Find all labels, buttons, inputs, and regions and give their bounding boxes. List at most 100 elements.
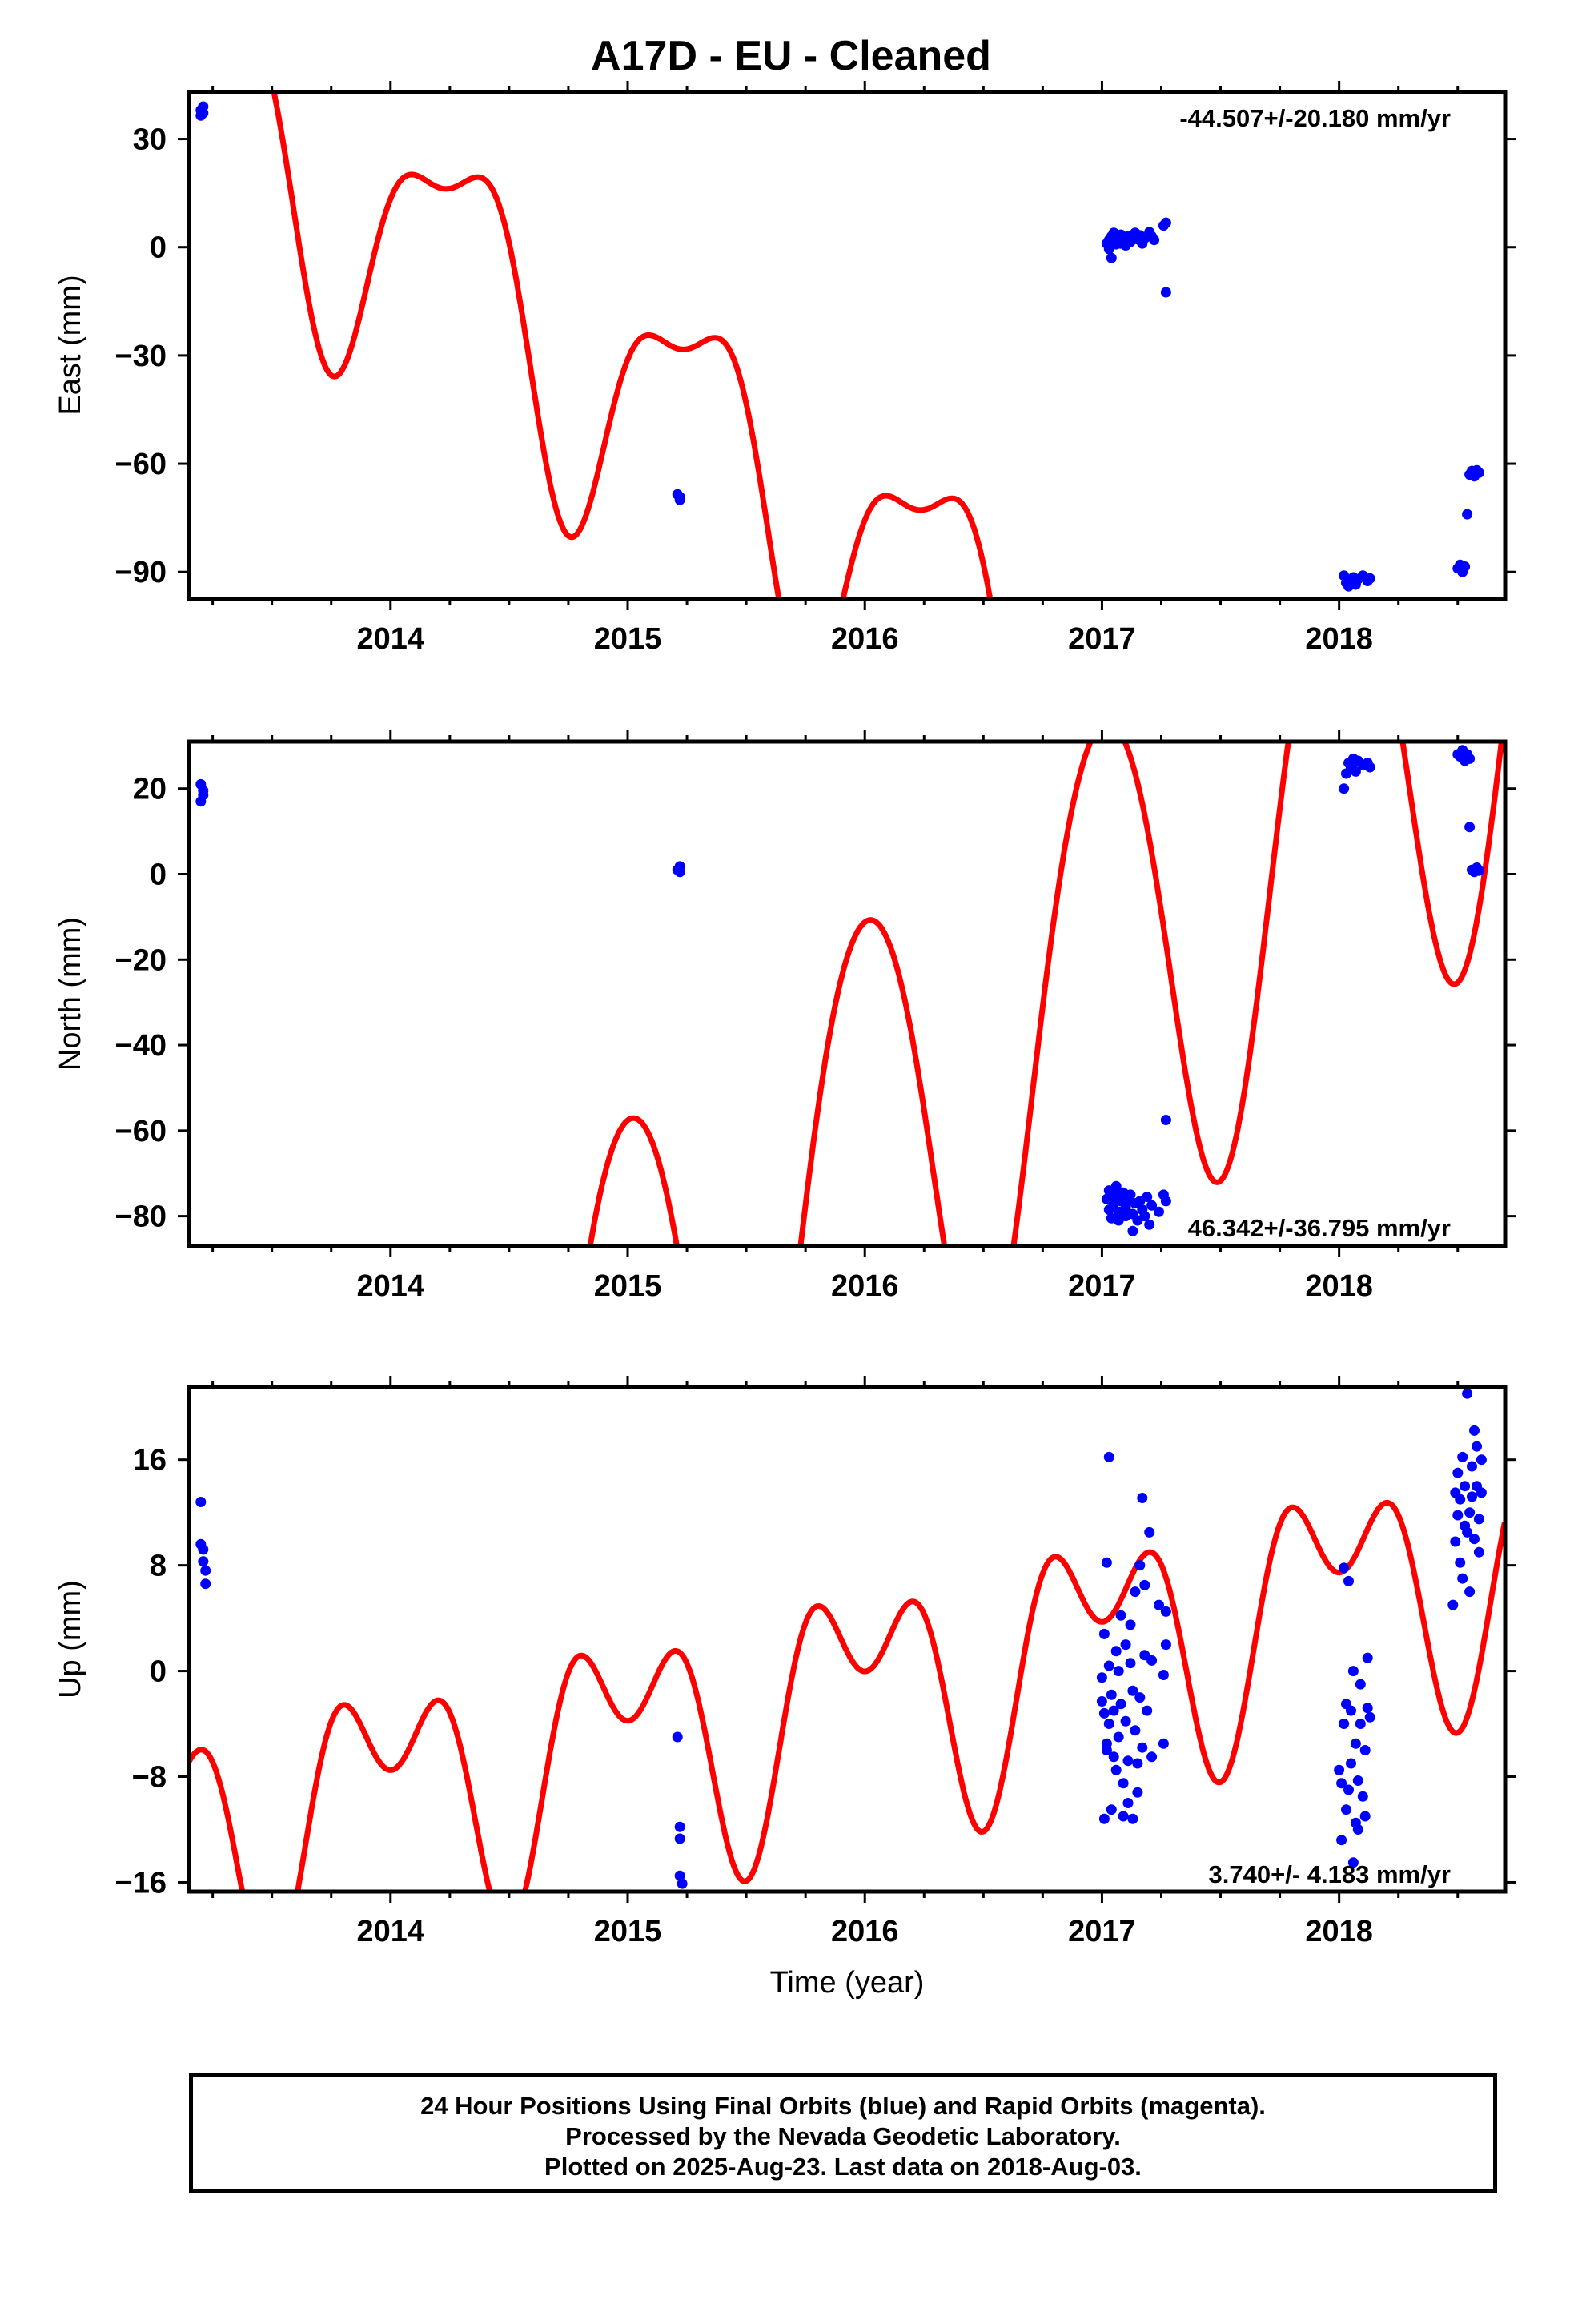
north-panel: 2014 2015 2016 2017 2018 20 0 −20 −40 −60 −80 North…	[54, 730, 1516, 1303]
up-data-point	[1098, 1628, 1110, 1639]
x-tick-label: 2014	[357, 622, 425, 656]
x-tick-label: 2017	[1068, 1915, 1136, 1948]
east-data-point	[1106, 252, 1117, 263]
y-tick-label: −40	[115, 1029, 167, 1063]
up-data-point	[1103, 1451, 1114, 1462]
up-data-point	[1110, 1646, 1122, 1657]
up-data-point	[1472, 1441, 1482, 1452]
up-data-point	[1110, 1764, 1122, 1775]
up-data-point	[1139, 1579, 1150, 1590]
east-data-point	[1473, 467, 1484, 478]
y-tick-label: −20	[115, 943, 167, 977]
up-data-point	[1130, 1586, 1141, 1598]
up-data-point	[1343, 1784, 1354, 1795]
north-data-point	[1142, 1192, 1153, 1203]
up-data-point	[1452, 1467, 1464, 1478]
x-tick-label: 2014	[357, 1915, 425, 1948]
up-data-point	[1122, 1755, 1134, 1767]
up-data-point	[1113, 1731, 1124, 1743]
y-tick-label: −60	[115, 448, 167, 481]
x-tick-label: 2015	[594, 622, 662, 656]
y-tick-label: 16	[133, 1444, 167, 1478]
up-data-point	[1476, 1487, 1487, 1498]
east-data-point	[1462, 509, 1473, 520]
east-data-point	[1460, 561, 1471, 572]
y-tick-label: −60	[115, 1115, 167, 1148]
up-data-point	[1350, 1738, 1361, 1749]
x-tick-label: 2016	[831, 1915, 899, 1948]
east-frame	[187, 90, 1508, 601]
up-data-point	[1134, 1692, 1146, 1703]
footer-line-1: 24 Hour Positions Using Final Orbits (bl…	[420, 2092, 1266, 2120]
up-data-point	[1098, 1813, 1110, 1824]
up-data-point	[1469, 1425, 1480, 1436]
up-data-point	[1106, 1689, 1117, 1700]
north-data-point	[1146, 1200, 1158, 1211]
y-tick-label: −16	[115, 1866, 167, 1900]
x-tick-label: 2018	[1305, 1915, 1373, 1948]
up-data-point	[1137, 1742, 1148, 1753]
up-data-point	[1464, 1586, 1476, 1598]
x-tick-label: 2015	[594, 1269, 662, 1303]
up-data-point	[1158, 1738, 1169, 1749]
up-data-point	[200, 1578, 211, 1590]
north-data-point	[1120, 1202, 1131, 1213]
north-frame	[187, 739, 1508, 1248]
north-data-point	[1464, 822, 1476, 833]
up-data-point	[1144, 1526, 1155, 1538]
y-tick-label: 0	[150, 231, 167, 265]
y-tick-label: 8	[150, 1550, 167, 1583]
x-tick-label: 2018	[1305, 1269, 1373, 1303]
up-frame	[187, 1385, 1508, 1894]
y-tick-label: −30	[115, 340, 167, 373]
up-data-point	[1115, 1610, 1126, 1621]
up-data-point	[1120, 1639, 1131, 1651]
y-tick-label: −8	[132, 1761, 167, 1795]
footer-line-2: Processed by the Nevada Geodetic Laborat…	[565, 2122, 1121, 2150]
x-tick-label: 2017	[1068, 1269, 1136, 1303]
east-data-point	[198, 101, 209, 112]
y-tick-label: 0	[150, 1655, 167, 1689]
up-rate-label: 3.740+/- 4.183 mm/yr	[1209, 1860, 1451, 1888]
up-data-point	[1355, 1719, 1366, 1729]
up-data-point	[1127, 1813, 1138, 1824]
east-data-point	[1160, 287, 1171, 298]
x-tick-label: 2016	[831, 1269, 899, 1303]
x-tick-label: 2016	[831, 622, 899, 656]
up-data-point	[1101, 1557, 1112, 1568]
up-data-point	[1113, 1666, 1124, 1677]
up-data-point	[1346, 1705, 1356, 1716]
up-data-point	[1462, 1526, 1473, 1538]
east-rate-label: -44.507+/-20.180 mm/yr	[1179, 104, 1451, 132]
y-tick-label: 0	[150, 858, 167, 892]
y-tick-label: 30	[133, 123, 167, 157]
north-data-point	[1339, 783, 1350, 794]
up-data-point	[1339, 1719, 1350, 1729]
up-data-point	[198, 1544, 209, 1555]
up-data-point	[1146, 1655, 1158, 1666]
up-data-point	[1352, 1775, 1363, 1786]
up-data-point	[1158, 1670, 1169, 1680]
up-data-point	[1352, 1824, 1363, 1835]
north-data-point	[1473, 865, 1484, 876]
north-data-point	[1350, 766, 1361, 777]
up-data-point	[1118, 1811, 1129, 1822]
up-data-point	[1134, 1560, 1146, 1571]
north-data-point	[1110, 1180, 1122, 1192]
up-data-point	[1355, 1679, 1366, 1690]
north-data-point	[1108, 1189, 1119, 1200]
up-data-point	[1339, 1562, 1350, 1574]
up-data-point	[1359, 1811, 1371, 1822]
up-data-point	[1336, 1778, 1347, 1789]
up-data-point	[1347, 1666, 1359, 1677]
footer-box: 24 Hour Positions Using Final Orbits (bl…	[189, 2073, 1497, 2193]
x-tick-label: 2018	[1305, 622, 1373, 656]
up-data-point	[1346, 1758, 1356, 1769]
up-data-point	[1473, 1514, 1484, 1525]
north-data-point	[198, 790, 209, 801]
north-data-point	[1139, 1211, 1150, 1222]
up-data-point	[1457, 1573, 1468, 1584]
up-panel: Time (year) 2014 2015 2016 2017 2018 16 8 0 −8 −1…	[54, 1376, 1516, 2000]
up-data-point	[1130, 1725, 1141, 1736]
